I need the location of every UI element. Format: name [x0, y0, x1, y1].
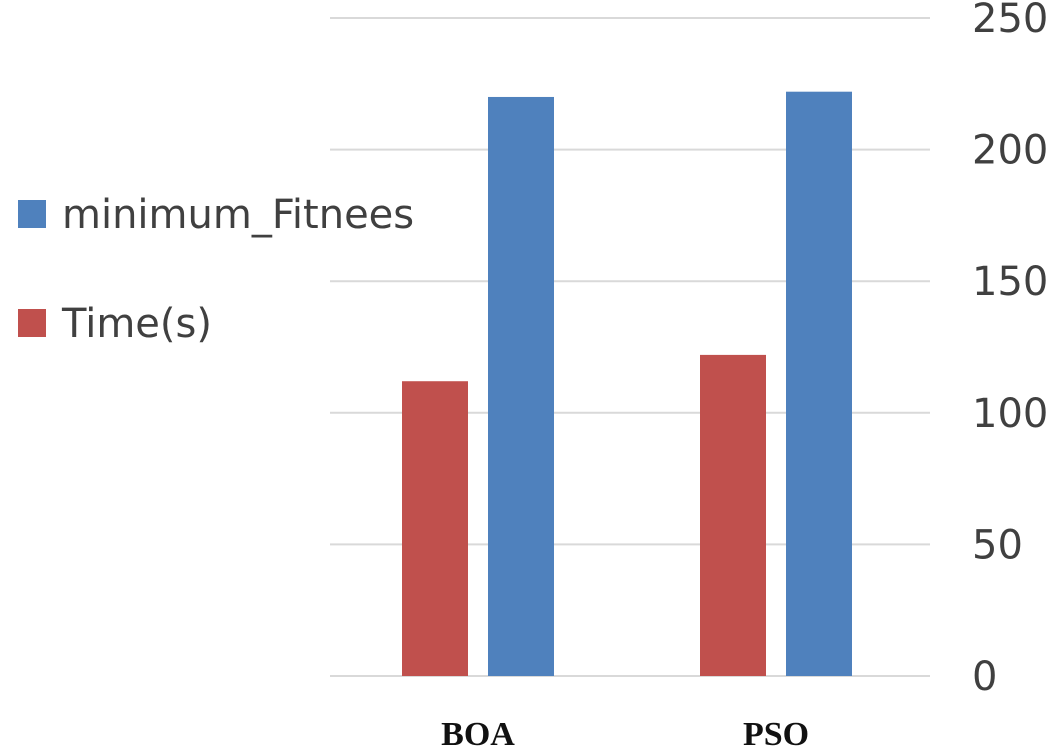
bar-minimum_Fitnees-PSO — [786, 91, 852, 677]
x-category-label: PSO — [743, 716, 809, 753]
y-axis-ticks: 0 50 100 150 200 250 — [972, 0, 1048, 700]
legend-swatch — [18, 200, 46, 228]
y-tick-label: 100 — [972, 391, 1048, 437]
legend: minimum_Fitnees Time(s) — [18, 192, 414, 347]
y-tick-label: 0 — [972, 654, 997, 700]
y-tick-label: 250 — [972, 0, 1048, 42]
bar-minimum_Fitnees-BOA — [488, 96, 554, 676]
x-axis-categories: BOA PSO — [441, 716, 809, 753]
bar-Time(s)-PSO — [700, 354, 766, 676]
legend-label: minimum_Fitnees — [62, 192, 414, 238]
y-tick-label: 50 — [972, 522, 1023, 568]
legend-label: Time(s) — [61, 301, 212, 347]
y-tick-label: 150 — [972, 259, 1048, 305]
bars — [402, 91, 852, 677]
bar-Time(s)-BOA — [402, 381, 468, 676]
x-category-label: BOA — [441, 716, 515, 753]
y-tick-label: 200 — [972, 128, 1048, 174]
legend-swatch — [18, 309, 46, 337]
